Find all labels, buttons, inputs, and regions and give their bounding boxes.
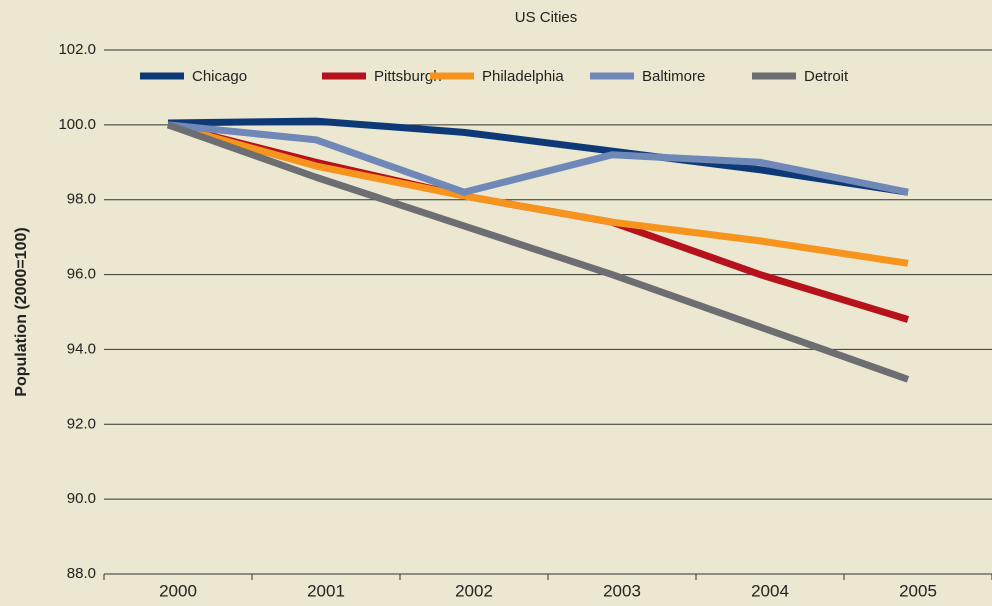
y-axis-label: Population (2000=100) [13,227,30,396]
x-tick-label: 2005 [899,581,937,600]
y-tick-label: 90.0 [67,490,96,507]
legend-label: Pittsburgh [374,68,442,85]
x-tick-label: 2000 [159,581,197,600]
legend-label: Baltimore [642,68,705,85]
x-tick-label: 2002 [455,581,493,600]
y-tick-label: 100.0 [58,116,96,133]
y-tick-label: 102.0 [58,41,96,58]
line-series [167,121,909,267]
x-tick-label: 2004 [751,581,789,600]
y-tick-label: 96.0 [67,266,96,283]
legend-label: Philadelphia [482,68,564,85]
line-series [167,117,909,196]
x-tick-label: 2001 [307,581,345,600]
legend-label: Chicago [192,68,247,85]
y-tick-label: 92.0 [67,415,96,432]
x-tick-label: 2003 [603,581,641,600]
y-tick-label: 94.0 [67,340,96,357]
line-series [167,121,909,196]
y-tick-label: 98.0 [67,191,96,208]
chart-title: US Cities [515,9,578,26]
line-series [166,121,910,383]
y-tick-label: 88.0 [67,565,96,582]
legend-label: Detroit [804,68,849,85]
